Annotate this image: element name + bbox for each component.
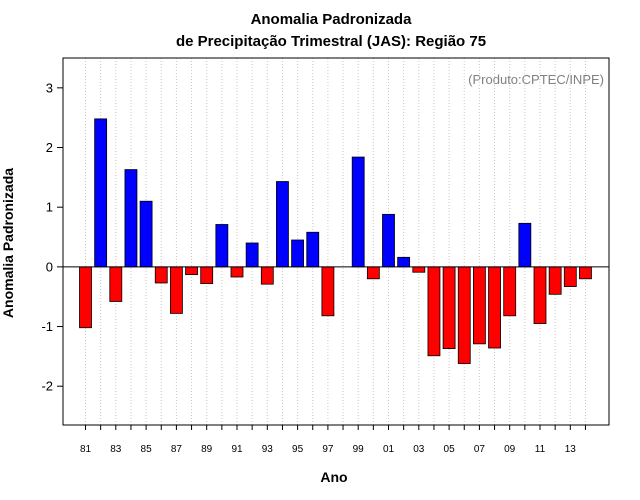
x-tick-label: 83 [110,444,122,455]
y-tick-label: 2 [46,140,53,155]
bars [79,118,592,364]
bar-1995 [291,239,305,268]
y-tick-label: 0 [46,259,53,274]
x-tick-label: 87 [171,444,183,455]
bar-1985 [139,200,153,268]
x-tick-label: 11 [535,444,546,455]
bar-2004 [427,266,441,357]
y-axis-label: Anomalia Padronizada [0,168,16,318]
bar-2000 [366,266,380,280]
chart-subtitle: de Precipitação Trimestral (JAS): Região… [176,33,486,50]
chart-title: Anomalia Padronizada [251,11,413,28]
y-tick-label: 3 [46,80,53,95]
bar-2007 [472,266,486,345]
y-tick-label: -1 [41,319,53,334]
y-tick-label: -2 [41,379,53,394]
bar-1983 [109,266,123,302]
bar-2014 [579,266,592,280]
x-tick-label: 95 [292,444,304,455]
bar-1996 [306,231,320,268]
bar-2002 [397,256,411,268]
bar-1997 [321,266,335,317]
x-tick-label: 89 [201,444,213,455]
bar-2008 [488,266,501,349]
x-tick-label: 85 [141,444,153,455]
x-tick-label: 03 [413,444,425,455]
x-axis-label: Ano [320,469,347,485]
bar-1989 [200,266,214,284]
x-tick-label: 97 [322,444,334,455]
bar-1982 [94,118,108,268]
bar-1987 [169,266,183,314]
bar-1993 [260,266,274,285]
bar-1990 [215,224,229,268]
x-tick-label: 13 [565,444,577,455]
bar-2010 [518,222,532,268]
x-tick-label: 93 [262,444,274,455]
x-tick-label: 01 [383,444,395,455]
x-tick-label: 05 [444,444,456,455]
bar-2006 [457,266,471,364]
x-tick-label: 07 [474,444,486,455]
x-tick-label: 99 [353,444,365,455]
bar-1999 [351,156,365,268]
bar-1981 [79,266,92,329]
bar-1988 [185,266,198,276]
bar-2011 [533,266,547,324]
bar-1984 [124,169,138,268]
plot-frame [62,57,610,426]
bar-1992 [245,242,259,268]
bar-1991 [230,266,244,278]
bar-2001 [382,213,395,268]
y-tick-label: 1 [46,200,53,215]
bar-2003 [412,266,426,273]
bar-1994 [276,181,289,268]
bar-2013 [563,266,577,287]
x-tick-label: 09 [504,444,516,455]
grid-lines [85,58,586,425]
source-annotation: (Produto:CPTEC/INPE) [468,72,604,87]
bar-2009 [503,266,517,317]
x-tick-label: 81 [80,444,92,455]
x-tick-label: 91 [231,444,243,455]
bar-2005 [442,266,456,350]
bar-2012 [548,266,562,295]
bar-1986 [154,266,168,284]
